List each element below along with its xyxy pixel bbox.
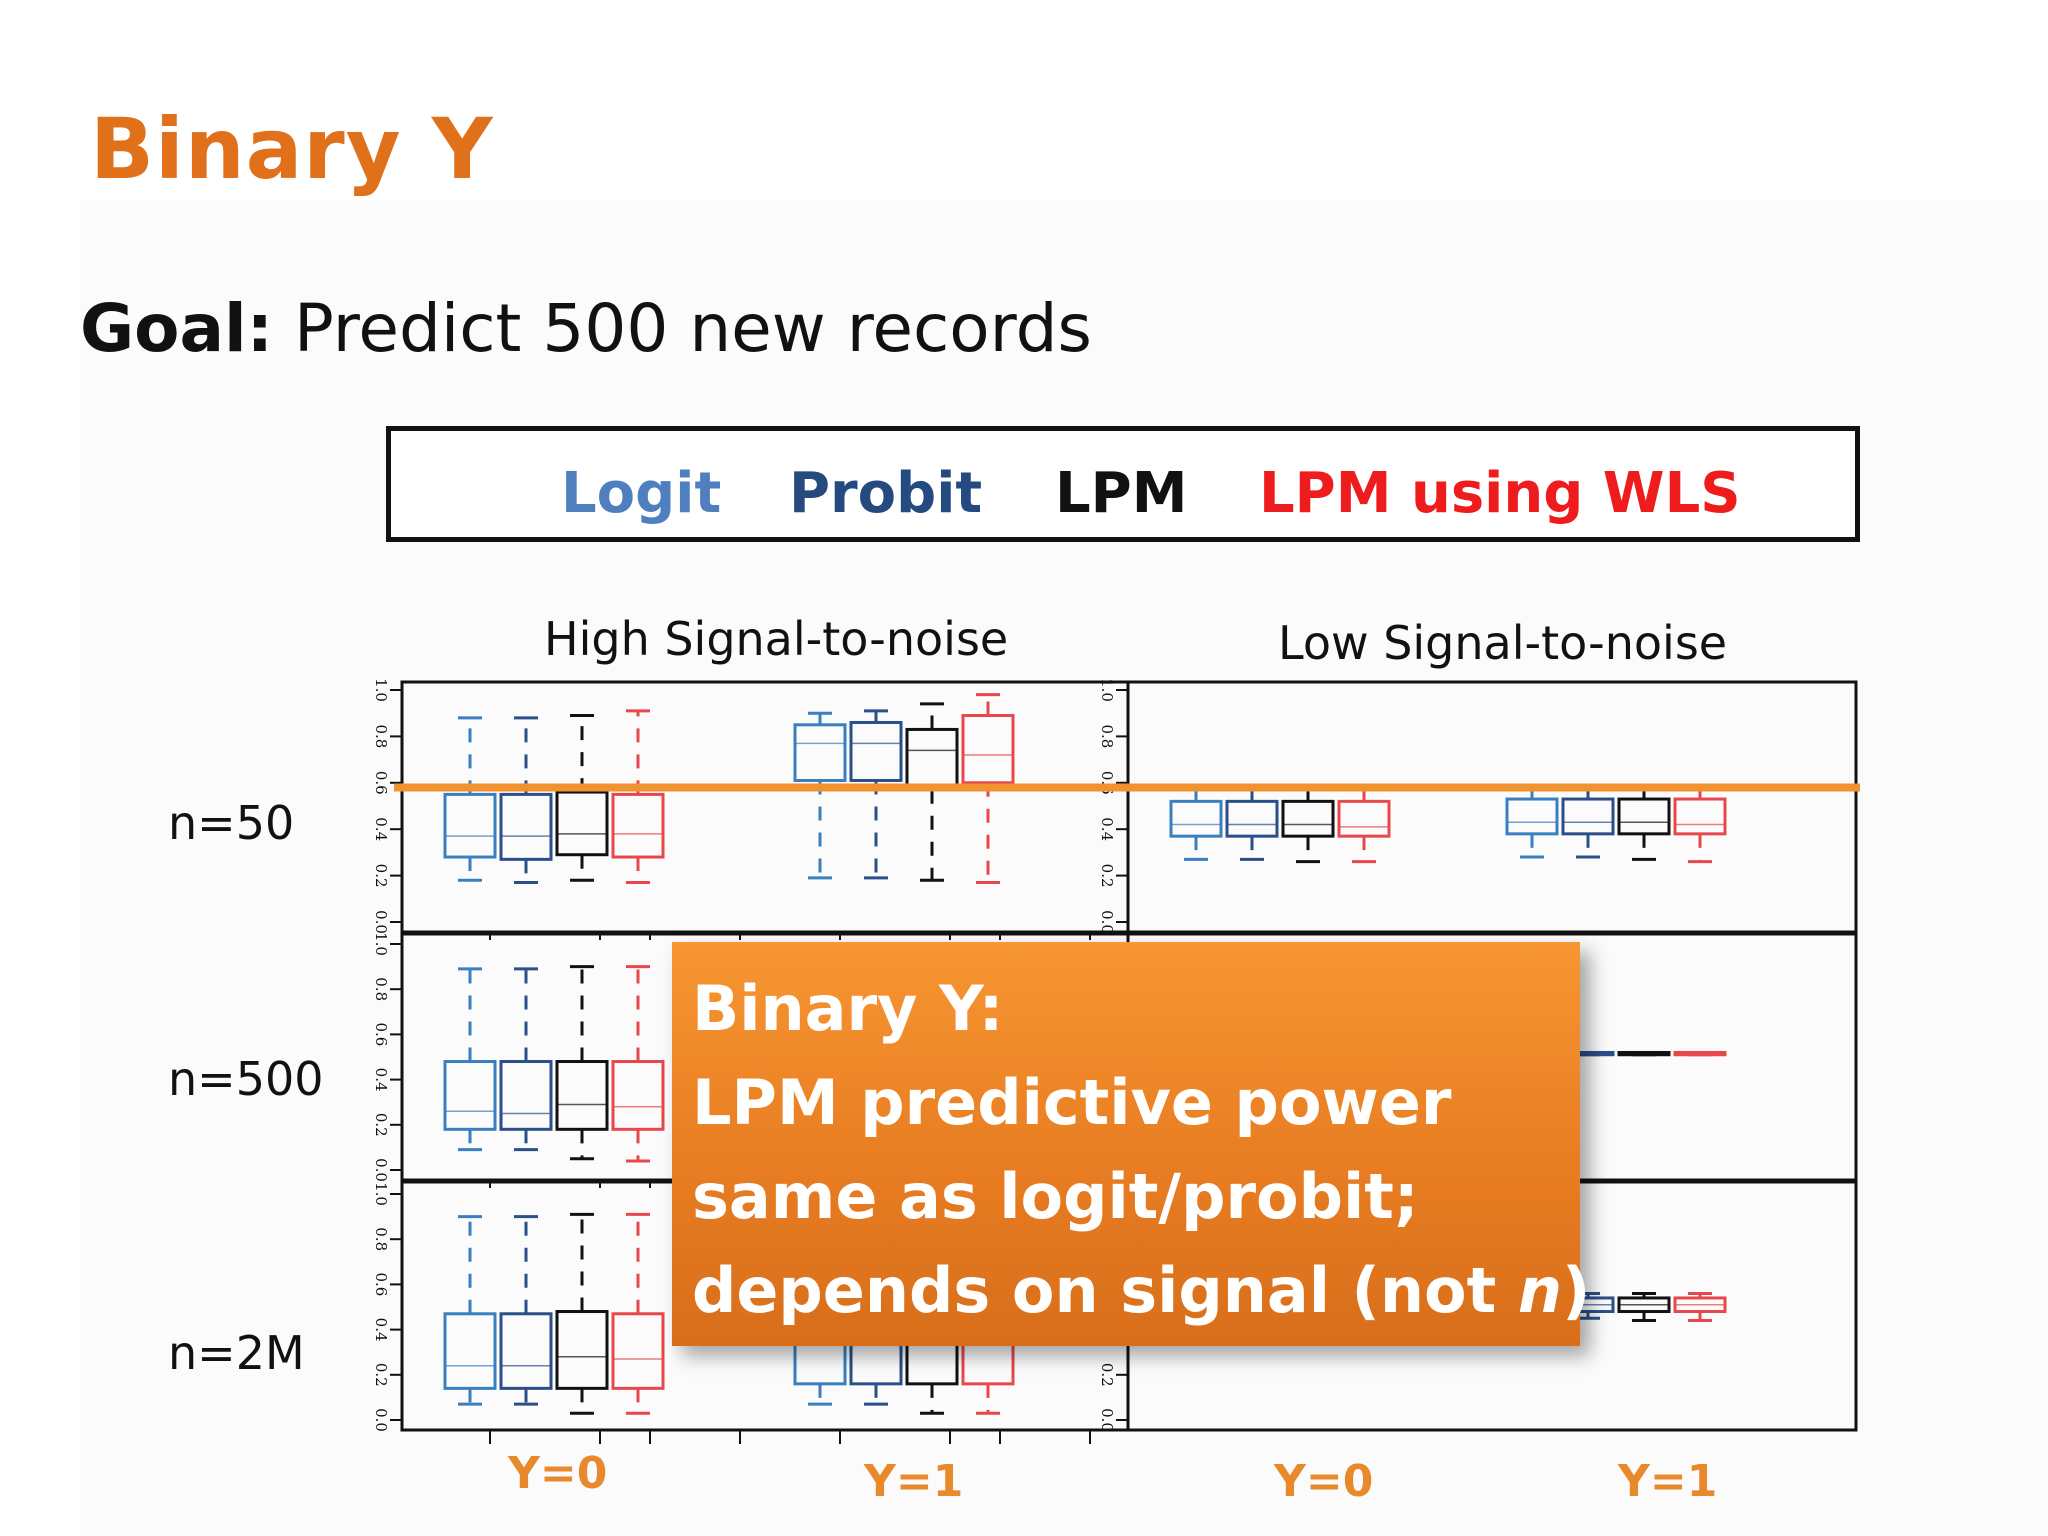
goal-text: Predict 500 new records [273,290,1092,367]
x-group-label-high-y0: Y=0 [508,1448,608,1499]
y-tick-label: 0.8 [1098,724,1116,748]
slide-title: Binary Y [90,100,494,198]
callout-line-2: LPM predictive power [692,1066,1452,1139]
y-tick-label: 0.4 [372,817,390,841]
goal-label: Goal: [80,290,274,367]
row-label-n500: n=500 [168,1052,324,1106]
callout-line-4-italic: n [1517,1254,1562,1327]
legend-item-lpm-wls: LPM using WLS [1259,461,1741,526]
row-label-n2m: n=2M [168,1326,305,1380]
box [443,1312,497,1390]
y-tick-label: 1.0 [372,678,390,702]
y-tick-label: 1.0 [372,1182,390,1206]
box [499,1060,553,1131]
callout-line-4-prefix: depends on signal (not [692,1254,1518,1327]
y-tick-label: 0.2 [372,864,390,888]
box [961,714,1015,785]
callout-box: Binary Y: LPM predictive power same as l… [672,942,1590,1346]
y-tick-label: 0.8 [372,1227,390,1251]
legend-item-logit: Logit [561,461,722,526]
box [555,1060,609,1131]
y-tick-label: 0.8 [372,977,390,1001]
box [499,792,553,861]
legend-item-lpm: LPM [1055,461,1188,526]
box [1617,797,1671,836]
panel-title-high: High Signal-to-noise [544,612,1009,666]
y-tick-label: 0.2 [1098,1363,1116,1387]
box [611,1060,665,1131]
box [1505,797,1559,836]
panel-frame [400,680,1130,934]
y-tick-label: 0.0 [1098,1408,1116,1432]
y-tick-label: 0.0 [372,1158,390,1182]
box [793,723,847,782]
y-tick-label: 0.2 [372,1113,390,1137]
callout-line-4-suffix: ) [1561,1254,1591,1327]
box [905,727,959,792]
y-tick-label: 0.4 [1098,817,1116,841]
y-tick-label: 0.2 [1098,864,1116,888]
callout-line-1: Binary Y: [692,972,1004,1045]
y-tick-label: 0.8 [372,724,390,748]
x-group-label-high-y1: Y=1 [864,1456,964,1507]
box [1561,797,1615,836]
callout-line-4: depends on signal (not n) [692,1244,1590,1338]
x-group-label-low-y0: Y=0 [1274,1456,1374,1507]
callout-line-3: same as logit/probit; [692,1160,1419,1233]
x-group-label-low-y1: Y=1 [1618,1456,1718,1507]
y-tick-label: 1.0 [372,932,390,956]
box [1281,799,1335,838]
y-tick-label: 0.4 [372,1318,390,1342]
y-tick-label: 0.6 [372,1272,390,1296]
box [443,1060,497,1131]
box [1225,799,1279,838]
box [443,792,497,859]
legend-item-probit: Probit [789,461,983,526]
box [555,1310,609,1390]
y-tick-label: 0.0 [372,910,390,934]
y-tick-label: 0.0 [1098,910,1116,934]
panel-frame [1126,680,1858,934]
box [1673,797,1727,836]
box [611,792,665,859]
y-tick-label: 0.6 [372,1022,390,1046]
box [611,1312,665,1390]
goal-statement: Goal: Predict 500 new records [80,290,1092,367]
y-tick-label: 0.6 [372,771,390,795]
box [555,790,609,857]
box [499,1312,553,1390]
y-tick-label: 0.0 [372,1408,390,1432]
legend: Logit Probit LPM LPM using WLS [386,426,1860,542]
box [1169,799,1223,838]
y-tick-label: 0.4 [372,1068,390,1092]
box [849,720,903,782]
y-tick-label: 0.2 [372,1363,390,1387]
box [1337,799,1391,838]
row-label-n50: n=50 [168,796,295,850]
y-tick-label: 1.0 [1098,678,1116,702]
panel-title-low: Low Signal-to-noise [1278,616,1728,670]
